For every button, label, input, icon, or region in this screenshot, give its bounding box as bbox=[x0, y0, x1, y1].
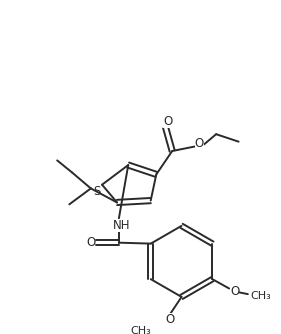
Text: O: O bbox=[230, 285, 239, 298]
Text: O: O bbox=[195, 137, 204, 150]
Text: O: O bbox=[86, 236, 96, 249]
Text: O: O bbox=[163, 115, 172, 128]
Text: NH: NH bbox=[113, 219, 130, 232]
Text: S: S bbox=[94, 185, 101, 198]
Text: O: O bbox=[166, 313, 175, 326]
Text: CH₃: CH₃ bbox=[130, 326, 151, 334]
Text: CH₃: CH₃ bbox=[251, 291, 271, 301]
